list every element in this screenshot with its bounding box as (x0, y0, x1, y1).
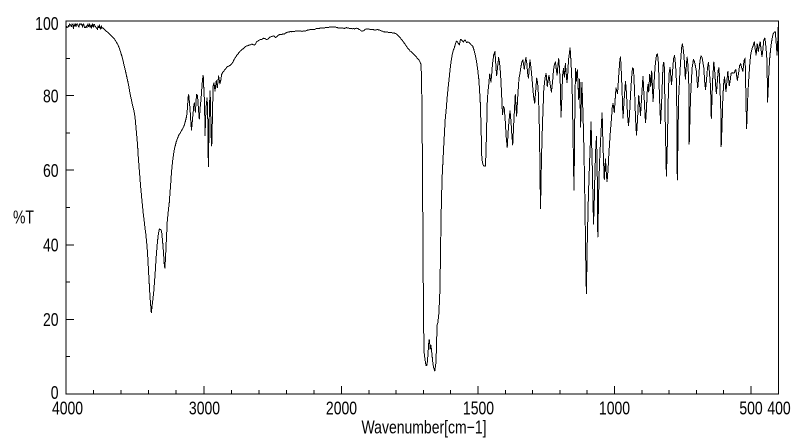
svg-text:500: 500 (739, 399, 762, 419)
svg-text:1000: 1000 (599, 399, 630, 419)
svg-text:Wavenumber[cm−1]: Wavenumber[cm−1] (361, 418, 486, 438)
svg-text:40: 40 (43, 236, 59, 256)
svg-text:2000: 2000 (326, 399, 357, 419)
svg-text:80: 80 (43, 87, 59, 107)
svg-text:%T: %T (13, 208, 34, 228)
svg-text:4000: 4000 (52, 399, 83, 419)
svg-text:60: 60 (43, 161, 59, 181)
svg-text:20: 20 (43, 310, 59, 330)
svg-text:1500: 1500 (463, 399, 494, 419)
svg-text:100: 100 (35, 14, 58, 34)
svg-text:3000: 3000 (189, 399, 220, 419)
svg-text:400: 400 (767, 399, 790, 419)
svg-text:0: 0 (51, 383, 59, 403)
